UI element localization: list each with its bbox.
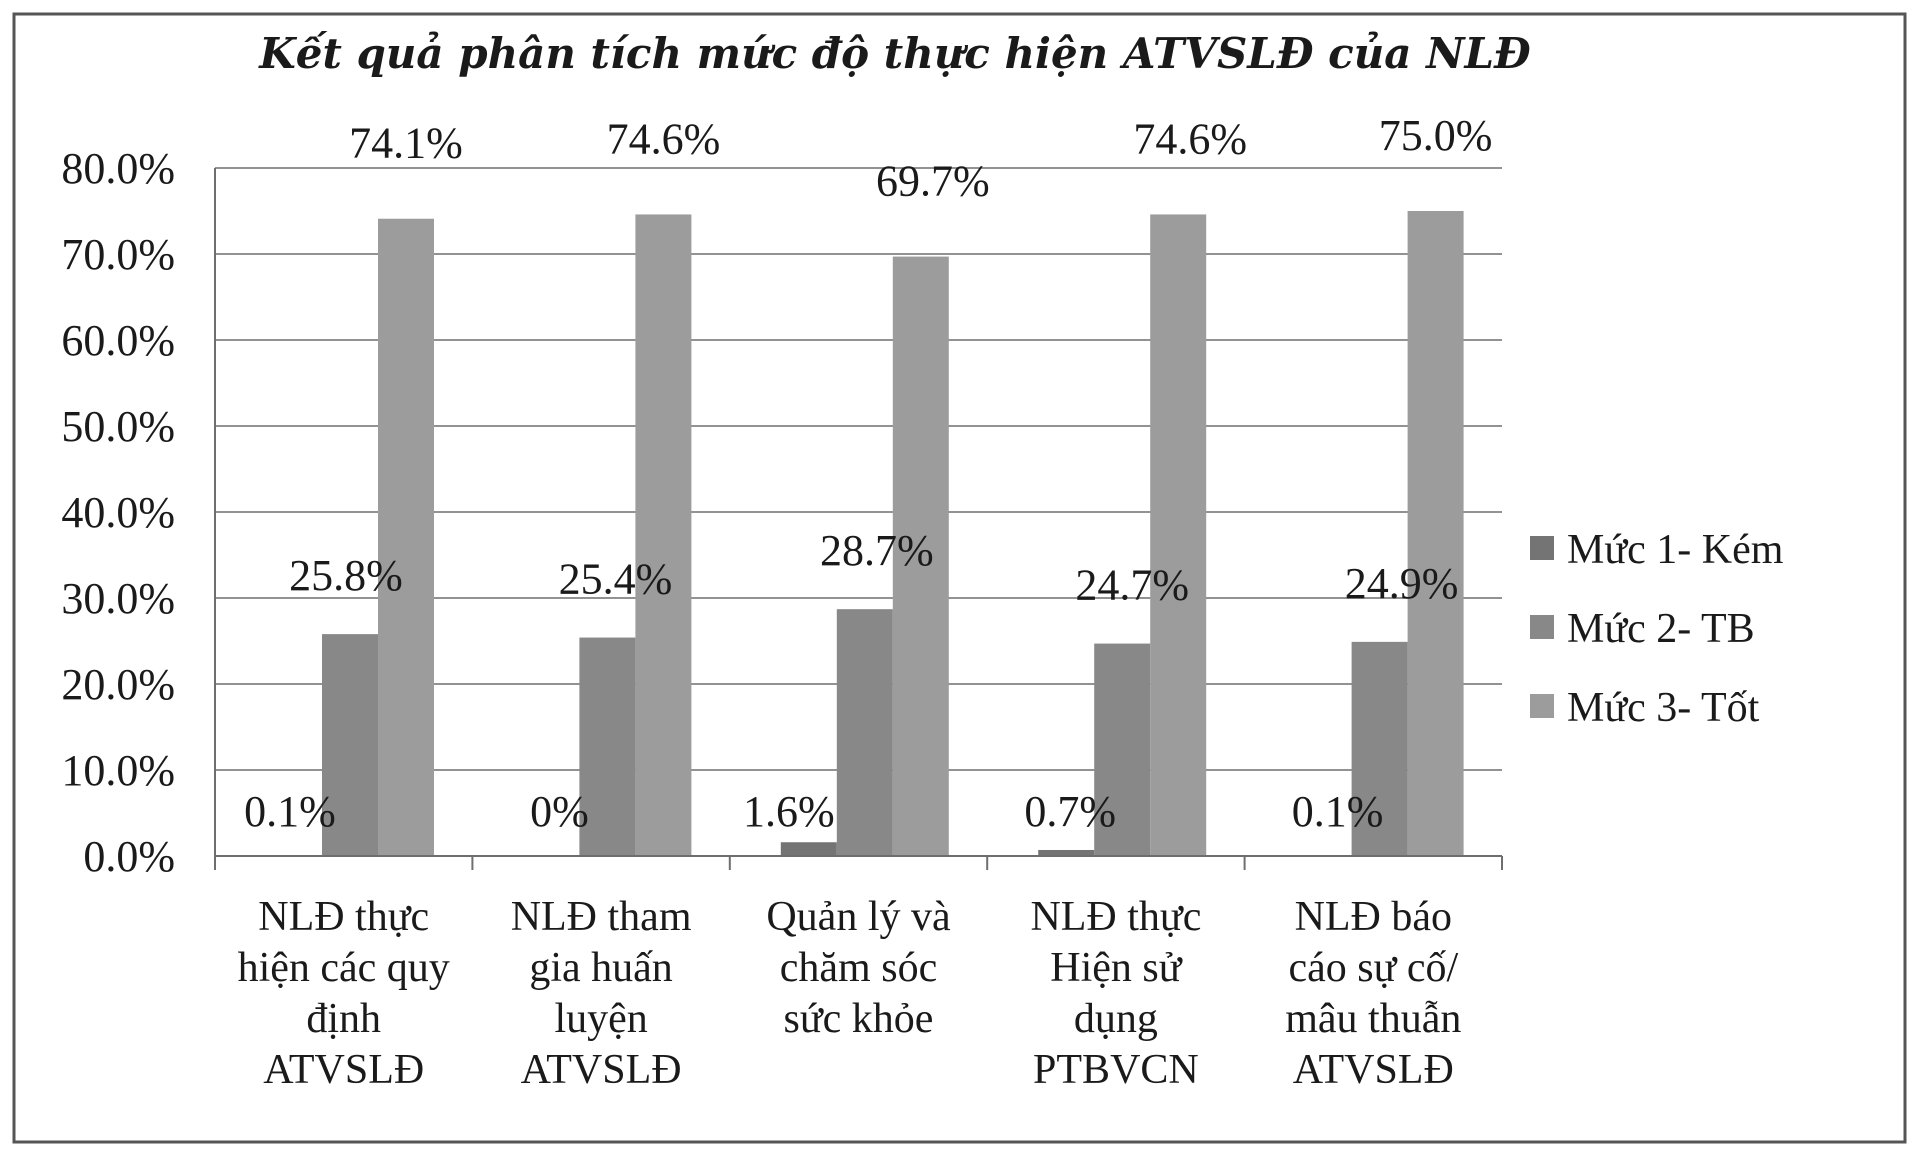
bar-2-3	[836, 609, 893, 856]
category-label-line: gia huấn	[529, 945, 672, 991]
axes	[214, 168, 1503, 870]
legend-swatch	[1530, 536, 1554, 560]
data-label: 25.8%	[289, 551, 403, 600]
bar-2-2	[579, 637, 636, 856]
legend-swatch	[1530, 694, 1554, 718]
data-label: 74.1%	[349, 119, 463, 168]
y-tick-label: 30.0%	[61, 574, 175, 623]
data-label: 74.6%	[607, 114, 721, 163]
data-label: 75.0%	[1379, 111, 1493, 160]
y-tick-label: 10.0%	[61, 746, 175, 795]
category-label-line: NLĐ báo	[1295, 894, 1452, 940]
category-label-line: ATVSLĐ	[521, 1047, 682, 1093]
x-category-label: NLĐ thực Hiện sử dụng PTBVCN	[1030, 894, 1201, 1093]
bar-2-5	[1351, 641, 1408, 856]
legend-label: Mức 2- TB	[1567, 606, 1755, 652]
legend-label: Mức 3- Tốt	[1567, 685, 1760, 731]
legend-label: Mức 1- Kém	[1567, 527, 1784, 573]
y-tick-label: 60.0%	[61, 316, 175, 365]
category-label-line: ATVSLĐ	[263, 1047, 424, 1093]
bar-2-1	[322, 634, 378, 856]
data-label: 1.6%	[743, 787, 835, 836]
x-category-label: NLĐ báo cáo sự cố/mâu thuẫn ATVSLĐ	[1285, 894, 1461, 1093]
y-axis-ticks: 0.0% 10.0% 20.0% 30.0% 40.0% 50.0% 60.0% 70.0% 8…	[61, 144, 175, 881]
category-label-line: NLĐ thực	[258, 894, 429, 940]
bar-3-3	[892, 256, 949, 857]
data-label: 74.6%	[1133, 114, 1247, 163]
y-tick-label: 50.0%	[61, 402, 175, 451]
bar-3-4	[1150, 214, 1207, 856]
bars	[266, 211, 1464, 857]
data-label: 0.7%	[1024, 787, 1116, 836]
x-category-label: Quản lý và chăm sóc sức khỏe	[766, 894, 951, 1042]
x-category-label: NLĐ thực hiện các quy định ATVSLĐ	[238, 894, 450, 1093]
y-tick-label: 20.0%	[61, 660, 175, 709]
bar-1-3	[780, 842, 837, 856]
bar-3-5	[1407, 211, 1464, 856]
data-label: 0.1%	[1292, 787, 1384, 836]
category-label-line: ATVSLĐ	[1293, 1047, 1454, 1093]
category-label-line: Hiện sử	[1050, 945, 1182, 991]
category-label-line: định	[306, 996, 381, 1042]
y-tick-label: 70.0%	[61, 230, 175, 279]
bar-3-1	[378, 218, 434, 857]
data-labels: 0.1% 0% 1.6% 0.7% 0.1% 25.8% 25.4% 28.7% 24.7% 24…	[244, 111, 1492, 836]
category-label-line: Quản lý và	[766, 894, 951, 940]
category-label-line: NLĐ thực	[1030, 894, 1201, 940]
data-label: 0.1%	[244, 787, 336, 836]
legend-swatch	[1530, 615, 1554, 639]
y-tick-label: 80.0%	[61, 144, 175, 193]
y-tick-label: 0.0%	[83, 832, 175, 881]
data-label: 24.7%	[1075, 561, 1189, 610]
chart-title: Kết quả phân tích mức độ thực hiện ATVSL…	[258, 29, 1531, 78]
category-label-line: NLĐ tham	[511, 894, 692, 940]
category-label-line: hiện các quy	[238, 945, 450, 991]
category-label-line: mâu thuẫn	[1285, 996, 1461, 1042]
category-label-line: luyện	[554, 996, 647, 1042]
legend: Mức 1- Kém Mức 2- TB Mức 3- Tốt	[1530, 527, 1784, 731]
category-label-line: chăm sóc	[780, 945, 937, 991]
y-tick-label: 40.0%	[61, 488, 175, 537]
bar-3-2	[635, 214, 692, 856]
chart-frame	[12, 12, 1907, 1144]
category-labels: NLĐ thực hiện các quy định ATVSLĐ NLĐ tham gi…	[238, 894, 1462, 1093]
data-label: 25.4%	[559, 555, 673, 604]
data-label: 69.7%	[876, 157, 990, 206]
category-label-line: sức khỏe	[784, 996, 934, 1042]
bar-2-4	[1094, 643, 1151, 856]
category-label-line: dụng	[1074, 996, 1158, 1042]
bar-1-4	[1038, 849, 1095, 856]
x-category-label: NLĐ tham gia huấn luyện ATVSLĐ	[511, 894, 692, 1093]
category-label-line: cáo sự cố/	[1288, 945, 1458, 991]
data-label: 0%	[530, 787, 589, 836]
data-label: 24.9%	[1345, 559, 1459, 608]
category-label-line: PTBVCN	[1033, 1047, 1199, 1093]
data-label: 28.7%	[820, 526, 934, 575]
